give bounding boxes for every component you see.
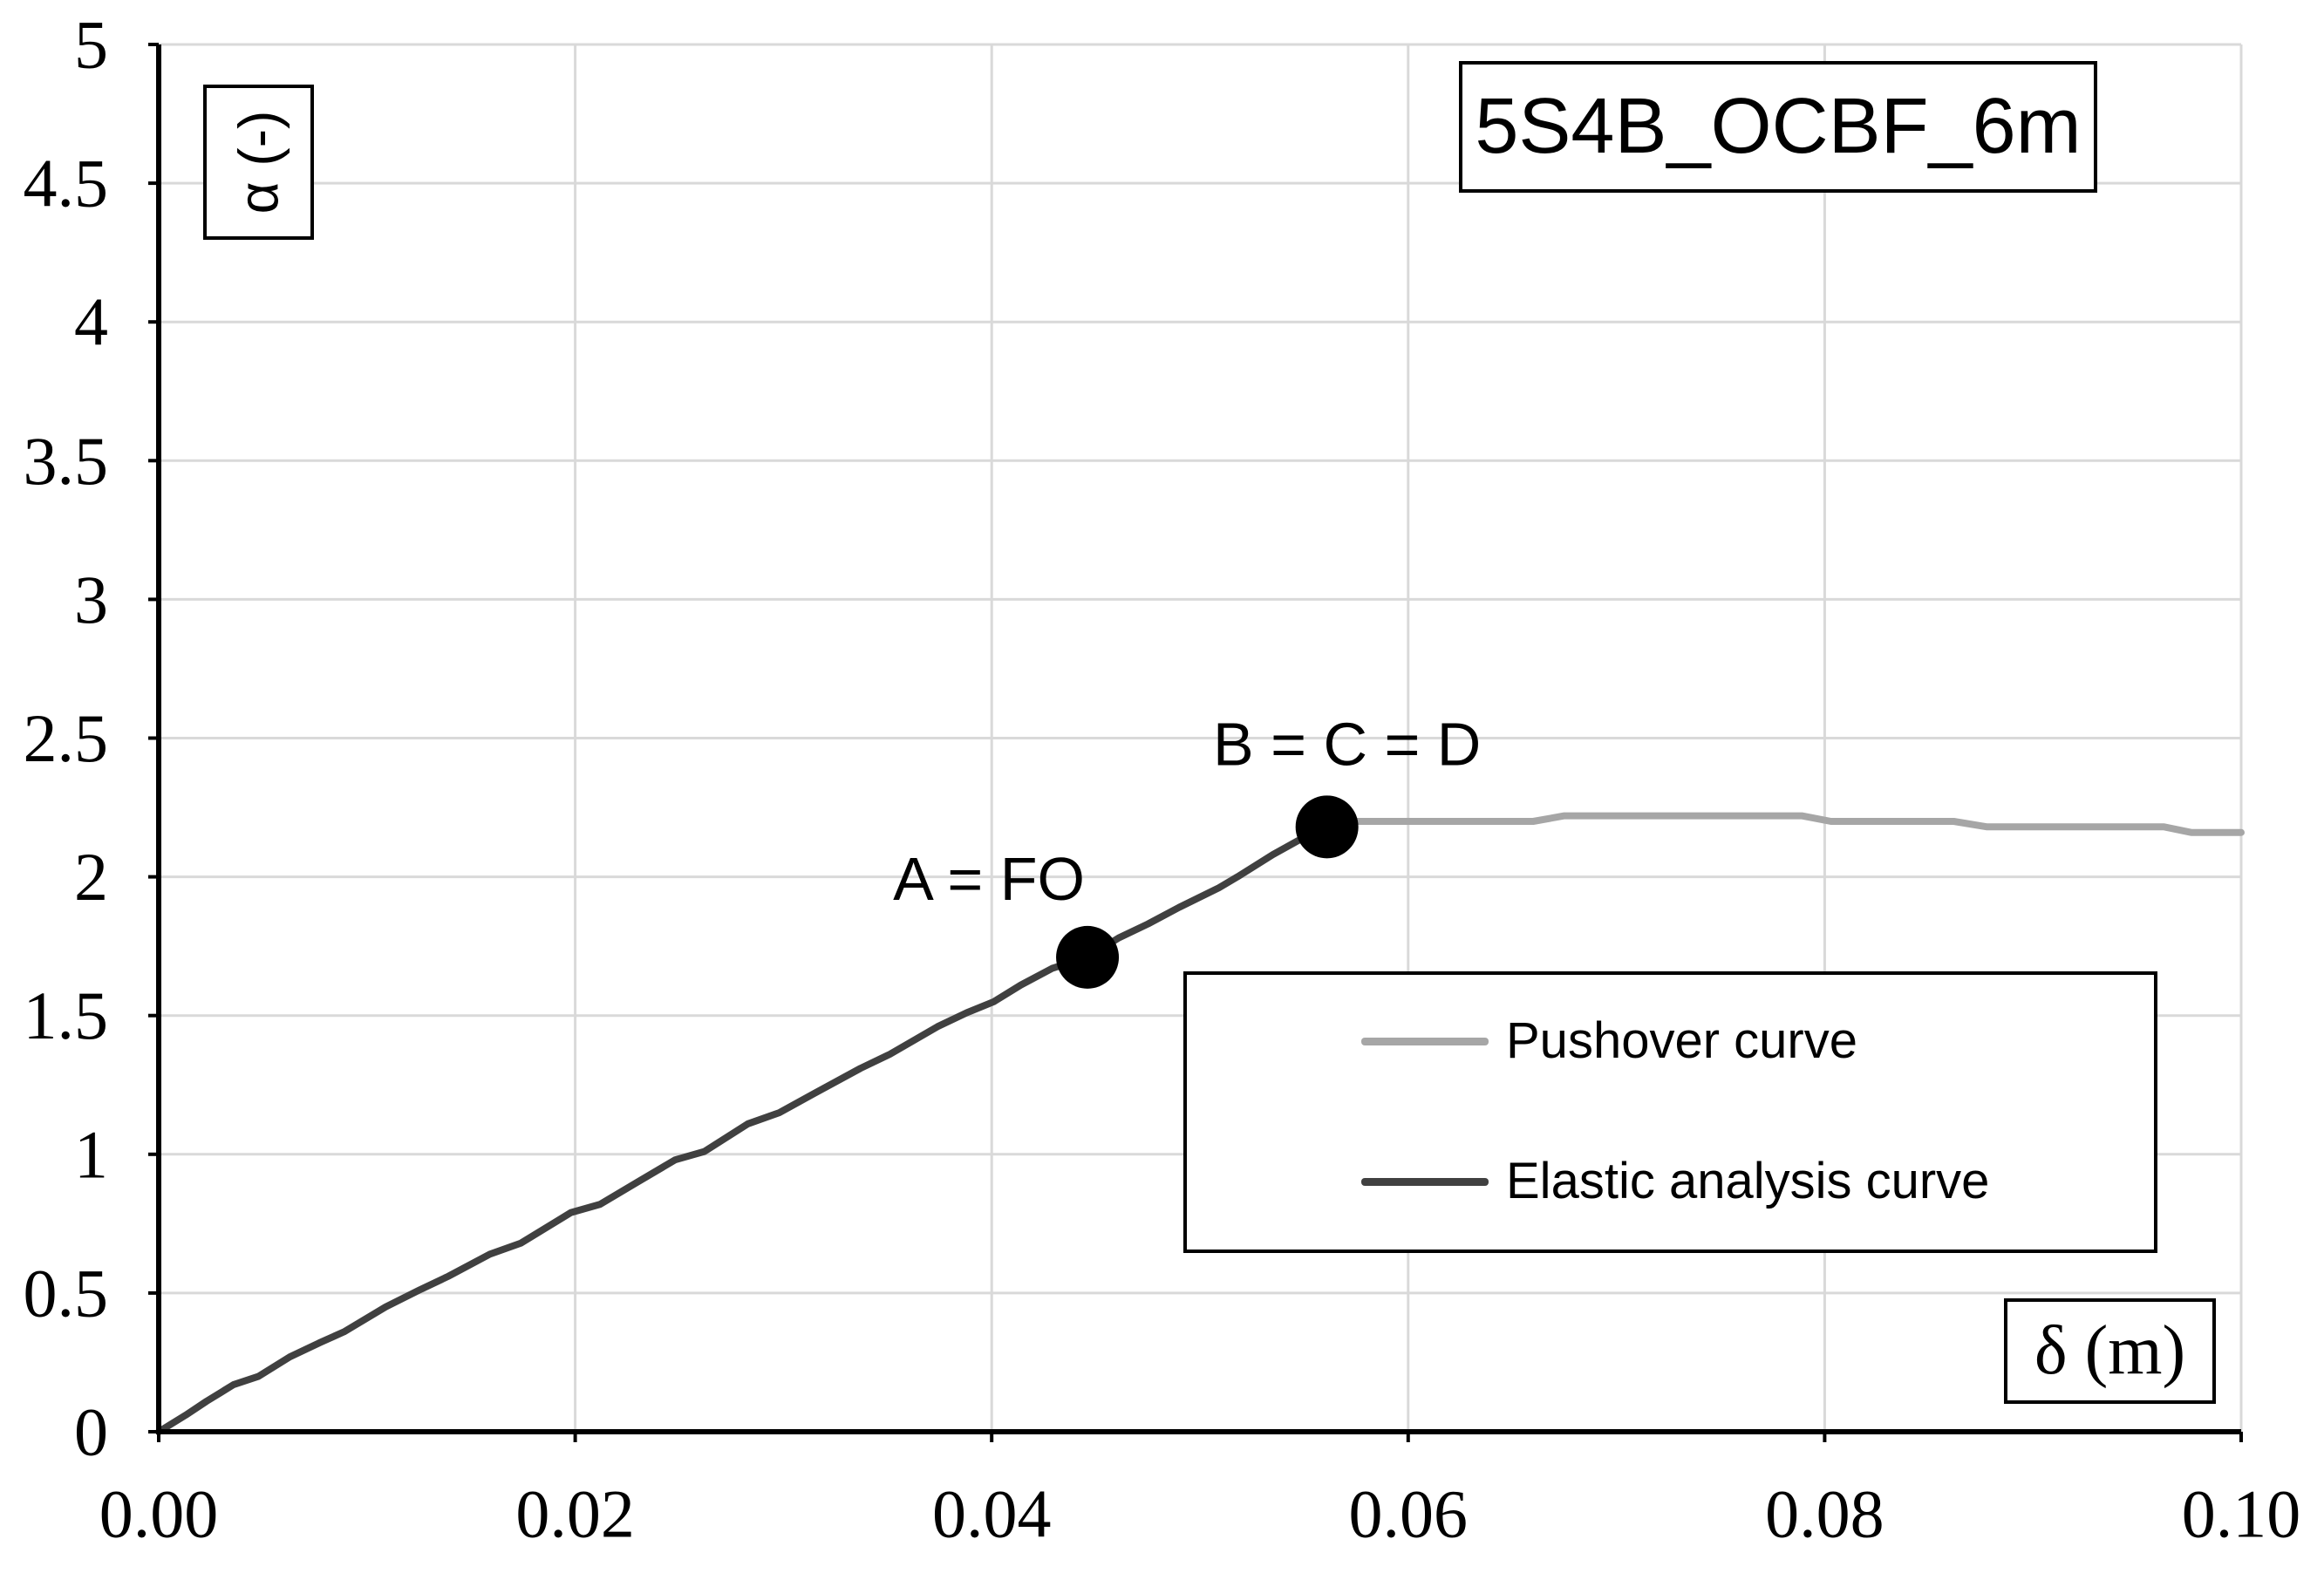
point-label-a-fo: A = FO xyxy=(893,845,1085,913)
legend-label-elastic-analysis-curve: Elastic analysis curve xyxy=(1506,1153,1990,1209)
point-marker-a-fo xyxy=(1056,925,1120,989)
legend-swatch-pushover-curve xyxy=(1361,1038,1489,1045)
y-tick-label: 1.5 xyxy=(24,977,109,1053)
y-tick-label: 1 xyxy=(74,1116,108,1192)
x-tick-label: 0.06 xyxy=(1349,1476,1469,1552)
x-tick-label: 0.00 xyxy=(99,1476,219,1552)
axes xyxy=(148,43,2243,1442)
y-axis-label-box: α (-) xyxy=(203,85,314,240)
chart-title: 5S4B_OCBF_6m xyxy=(1459,61,2097,193)
annotation-markers xyxy=(1056,795,1359,989)
x-tick-label: 0.10 xyxy=(2182,1476,2301,1552)
y-tick-label: 0 xyxy=(74,1394,108,1470)
y-tick-label: 2 xyxy=(74,839,108,915)
y-tick-label: 0.5 xyxy=(24,1255,109,1331)
x-axis-label: δ (m) xyxy=(2004,1298,2216,1404)
y-tick-label: 5 xyxy=(74,7,108,83)
series-line-pushover-curve xyxy=(1323,812,2245,836)
point-marker-b-c-d xyxy=(1295,795,1359,859)
y-tick-label: 2.5 xyxy=(24,700,109,776)
y-tick-label: 3.5 xyxy=(24,423,109,499)
series-line-elastic-analysis-curve xyxy=(155,823,1331,1435)
series-lines xyxy=(155,812,2245,1435)
legend-label-pushover-curve: Pushover curve xyxy=(1506,1012,1857,1069)
x-tick-label: 0.04 xyxy=(932,1476,1052,1552)
legend-item-pushover-curve: Pushover curve xyxy=(1187,1006,2154,1076)
point-label-b-c-d: B = C = D xyxy=(1213,710,1481,778)
y-tick-label: 4 xyxy=(74,284,108,360)
y-axis-label: α (-) xyxy=(227,110,290,214)
legend-item-elastic-analysis-curve: Elastic analysis curve xyxy=(1187,1147,2154,1216)
y-tick-label: 4.5 xyxy=(24,146,109,221)
x-tick-label: 0.02 xyxy=(515,1476,635,1552)
y-tick-label: 3 xyxy=(74,562,108,637)
legend: Pushover curve Elastic analysis curve xyxy=(1183,971,2157,1253)
legend-swatch-elastic-analysis-curve xyxy=(1361,1178,1489,1186)
chart-labels: 0 0.5 1 1.5 2 2.5 3 3.5 4 4.5 5 0.00 0.02 0.04 0.06 0.0… xyxy=(24,7,2301,1552)
x-tick-label: 0.08 xyxy=(1765,1476,1884,1552)
